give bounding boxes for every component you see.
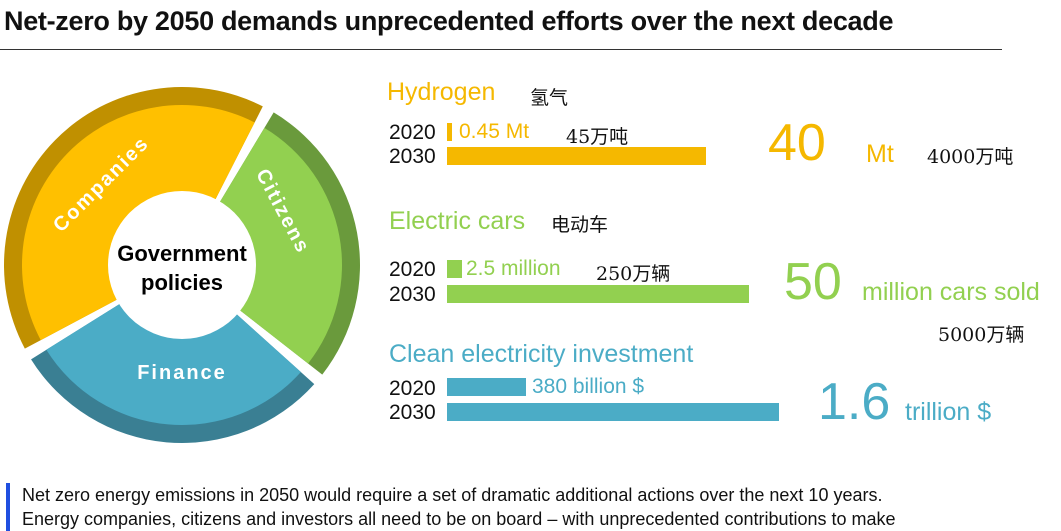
- electric-year-2020: 2020: [389, 258, 436, 281]
- finance-segment-inner: [46, 302, 301, 425]
- clean-bar-2030: [447, 403, 779, 421]
- electric-2030-value: 50: [784, 253, 842, 311]
- electric-2030-value-cn: 5000万辆: [938, 324, 1025, 346]
- hydrogen-2030-value-cn: 4000万吨: [927, 146, 1014, 168]
- clean-2020-label: 380 billion $: [532, 375, 645, 398]
- hydrogen-2020-label: 0.45 Mt: [459, 120, 530, 143]
- hydrogen-heading: Hydrogen: [387, 78, 496, 106]
- hydrogen-bar-2020: [447, 123, 452, 141]
- clean-2030-value: 1.6: [818, 373, 891, 431]
- electric-2030-unit: million cars sold: [862, 278, 1040, 306]
- center-label-1: Government: [117, 241, 247, 266]
- electric-cars-heading-cn: 电动车: [551, 214, 609, 236]
- hydrogen-heading-cn: 氢气: [530, 87, 569, 109]
- finance-label: Finance: [137, 362, 227, 384]
- hydrogen-year-2020: 2020: [389, 121, 436, 144]
- clean-year-2020: 2020: [389, 377, 436, 400]
- companies-segment-inner: [21, 104, 255, 341]
- hydrogen-2030-unit: Mt: [866, 140, 894, 168]
- title-divider: [0, 49, 1002, 50]
- hydrogen-2020-label-cn: 45万吨: [566, 126, 629, 148]
- hydrogen-year-2030: 2030: [389, 145, 436, 168]
- center-circle: [108, 191, 256, 339]
- clean-year-2030: 2030: [389, 401, 436, 424]
- center-label-2: policies: [141, 270, 223, 295]
- summary-line-2: Energy companies, citizens and investors…: [22, 509, 896, 529]
- electric-bar-2020: [447, 260, 463, 278]
- summary-note: Net zero energy emissions in 2050 would …: [6, 483, 1061, 531]
- electric-2020-label-cn: 250万辆: [596, 263, 671, 285]
- clean-2030-unit: trillion $: [905, 398, 992, 426]
- electric-year-2030: 2030: [389, 283, 436, 306]
- electric-2020-label: 2.5 million: [466, 257, 561, 280]
- clean-electricity-heading: Clean electricity investment: [389, 340, 694, 368]
- page-title: Net-zero by 2050 demands unprecedented e…: [4, 6, 894, 36]
- electric-cars-heading: Electric cars: [389, 207, 526, 235]
- hydrogen-bar-2030: [447, 147, 706, 165]
- summary-line-1: Net zero energy emissions in 2050 would …: [22, 485, 883, 505]
- hydrogen-2030-value: 40: [768, 114, 826, 172]
- clean-bar-2020: [447, 378, 526, 396]
- electric-bar-2030: [447, 285, 749, 303]
- citizens-segment-inner: [218, 127, 342, 364]
- policy-cycle-diagram: Government policies Companies Citizens F…: [3, 86, 361, 443]
